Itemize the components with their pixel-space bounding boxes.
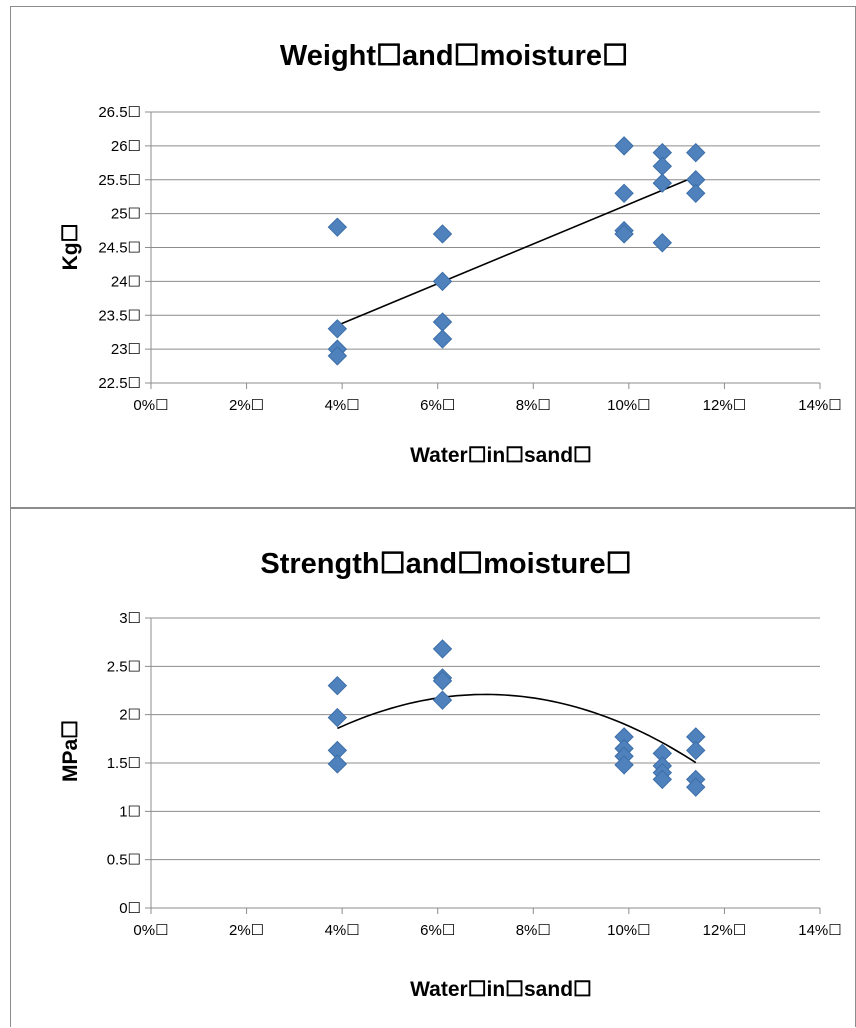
x-tick-label: 0%☐ [133,922,168,939]
y-axis-ticks: 22.5☐ 23☐ 23.5☐ 24☐ 24.5☐ 25☐ 25.5☐ 26☐ 26.5☐ [98,104,141,392]
y-tick-label: 26.5☐ [98,104,141,121]
x-axis-title: Water☐in☐sand☐ [410,444,592,467]
weight-moisture-chart: Weight☐and☐moisture☐ 22.5☐ 23☐ 23.5☐ 24☐ 24.… [59,40,842,467]
x-tick-label: 10%☐ [607,922,650,939]
trendline-path [337,693,697,764]
chart-title: Weight☐and☐moisture☐ [280,40,628,72]
x-tick-label: 12%☐ [703,397,746,414]
x-tick-label: 10%☐ [607,397,650,414]
data-point [652,233,673,253]
chart-panel-strength: Strength☐and☐moisture☐ 0☐ 0.5☐ 1☐ 1.5☐ 2☐ 2.5… [10,508,856,1027]
y-axis-title: Kg☐ [59,224,82,271]
y-tick-label: 25.5☐ [98,172,141,189]
y-tick-label: 23.5☐ [98,307,141,324]
y-tick-label: 0☐ [119,900,141,917]
x-axis-title: Water☐in☐sand☐ [410,978,592,1001]
gridlines [145,111,820,389]
data-point [686,183,706,204]
y-tick-label: 1☐ [119,803,141,820]
data-point [327,675,348,696]
data-point [432,671,453,691]
x-tick-label: 6%☐ [420,397,455,414]
data-point [686,740,706,761]
data-point [327,707,348,728]
x-tick-label: 14%☐ [798,397,841,414]
y-tick-label: 2.5☐ [107,658,141,675]
data-point [432,329,453,349]
y-tick-label: 23☐ [111,341,141,358]
x-tick-label: 6%☐ [420,922,455,939]
data-points [327,136,706,366]
data-point [432,271,453,292]
y-axis-ticks: 0☐ 0.5☐ 1☐ 1.5☐ 2☐ 2.5☐ 3☐ [107,610,141,917]
gridlines [145,617,820,914]
data-points [327,639,706,797]
data-point [652,173,673,193]
data-point [327,217,348,237]
y-tick-label: 24☐ [111,273,141,290]
y-tick-label: 25☐ [111,206,141,223]
y-tick-label: 24.5☐ [98,240,141,257]
x-tick-label: 8%☐ [516,922,551,939]
chart-title: Strength☐and☐moisture☐ [260,548,631,580]
x-tick-label: 4%☐ [325,397,360,414]
y-axis-title: MPa☐ [59,720,82,782]
data-point [686,777,706,797]
x-tick-label: 2%☐ [229,922,264,939]
trendline-path [337,175,697,327]
trendline [337,693,697,764]
x-tick-label: 2%☐ [229,397,264,414]
data-point [432,224,453,244]
y-tick-label: 22.5☐ [98,375,141,392]
y-tick-label: 3☐ [119,610,141,627]
data-point [327,346,348,366]
data-point [614,755,634,775]
data-point [614,224,634,244]
x-tick-label: 8%☐ [516,397,551,414]
data-point [686,142,706,163]
data-point [652,156,673,176]
x-tick-label: 12%☐ [703,922,746,939]
data-point [652,769,673,790]
trendline [337,175,697,327]
data-point [432,639,453,659]
data-point [432,690,453,710]
x-axis-ticks: 0%☐ 2%☐ 4%☐ 6%☐ 8%☐ 10%☐ 12%☐ 14%☐ [133,908,842,939]
x-tick-label: 4%☐ [325,922,360,939]
x-axis-ticks: 0%☐ 2%☐ 4%☐ 6%☐ 8%☐ 10%☐ 12%☐ 14%☐ [133,383,842,414]
data-point [327,319,348,339]
data-point [327,754,348,774]
y-tick-label: 1.5☐ [107,755,141,772]
x-tick-label: 14%☐ [798,922,841,939]
x-tick-label: 0%☐ [133,397,168,414]
y-tick-label: 2☐ [119,707,141,724]
y-tick-label: 26☐ [111,138,141,155]
y-tick-label: 0.5☐ [107,852,141,869]
data-point [614,136,634,156]
data-point [614,183,634,204]
chart-panel-weight: Weight☐and☐moisture☐ 22.5☐ 23☐ 23.5☐ 24☐ 24.… [10,6,856,508]
strength-moisture-chart: Strength☐and☐moisture☐ 0☐ 0.5☐ 1☐ 1.5☐ 2☐ 2.5… [59,548,842,1001]
